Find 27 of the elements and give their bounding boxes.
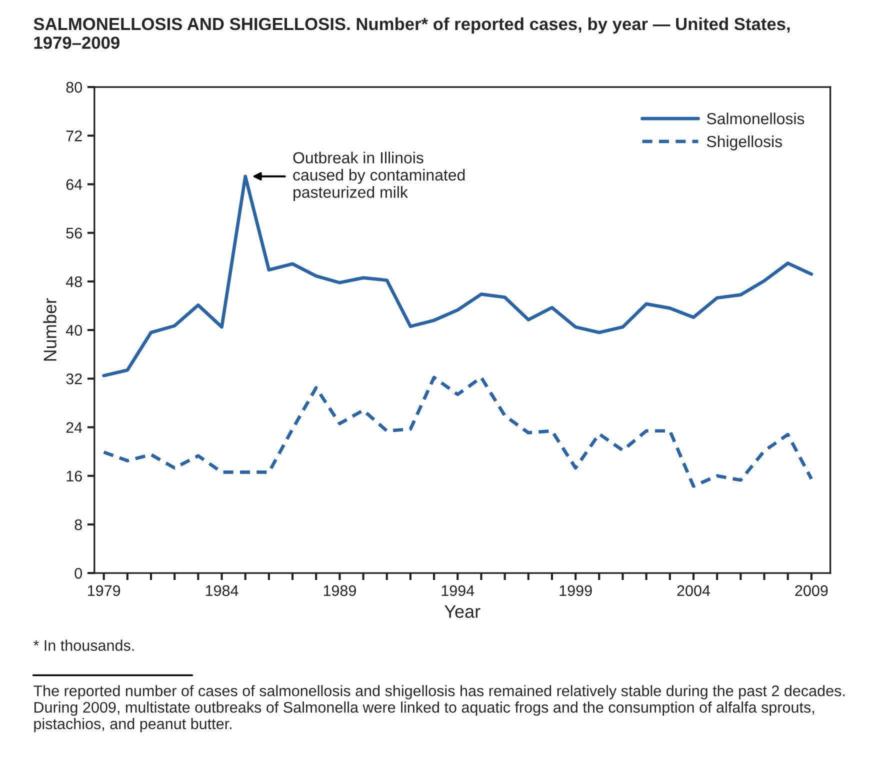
x-tick-label: 1989 [324, 585, 356, 596]
y-tick-label: 80 [66, 82, 82, 93]
y-tick-label: 64 [66, 179, 82, 190]
y-tick-label: 16 [66, 470, 82, 482]
y-tick-label: 24 [66, 422, 82, 433]
line-series [102, 376, 814, 488]
y-tick-label: 8 [74, 519, 82, 530]
x-tick-label: 1994 [442, 585, 474, 596]
legend-label: Shigellosis [706, 135, 782, 150]
y-tick-label: 32 [66, 374, 82, 384]
x-tick-label: 2009 [795, 585, 828, 596]
text: * In thousands. [33, 640, 134, 651]
y-tick-label: 72 [66, 130, 82, 142]
x-tick-label: 1999 [560, 585, 592, 596]
y-tick-label: 0 [74, 568, 82, 579]
x-tick-label: 1984 [206, 585, 238, 596]
y-tick-label: 40 [66, 324, 82, 336]
x-axis-title: Year [444, 605, 480, 618]
x-tick-label: 2004 [677, 585, 710, 596]
y-tick-label: 48 [66, 276, 82, 288]
chart-title: SALMONELLOSIS AND SHIGELLOSIS. Number* of reported cases, by year — United States, 1979–2009 [34, 17, 790, 49]
annotation: Outbreak in Illinois caused by contaminated pasteurized milk [293, 152, 465, 202]
x-tick-label: 1979 [88, 585, 120, 596]
legend-label: Salmonellosis [706, 112, 804, 124]
y-axis-title: Number [43, 298, 56, 361]
text: The reported number of cases of salmonellosis and shigellosis has remained relatively stable during the past 2 decades. During 2009, multistate outbreaks of Salmonella were linked to aquatic frogs and the consumption of alfalfa sprouts, pistachios, and peanut butter. [34, 685, 845, 732]
y-tick-label: 56 [66, 228, 82, 239]
